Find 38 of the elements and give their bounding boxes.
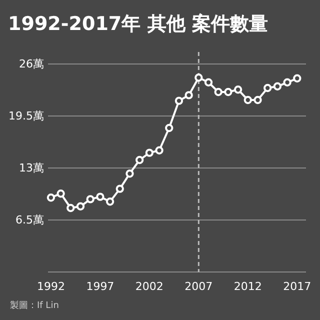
y-tick-label: 26萬 [19,58,44,71]
point [155,146,164,154]
point [283,78,292,86]
y-tick-label: 6.5萬 [16,214,44,227]
x-tick-label: 2002 [135,280,164,293]
x-tick-label: 1992 [36,280,65,293]
x-tick-label: 2017 [283,280,312,293]
text: 製圖：If Lin [10,300,59,311]
point [145,148,154,157]
point [244,96,252,104]
point [116,184,124,193]
point [76,202,85,210]
chart-title: 1992-2017年 其他 案件數量 [8,13,268,35]
x-tick-label: 2007 [184,280,213,293]
point [194,74,203,82]
point [66,204,75,212]
x-tick-label: 1997 [86,280,114,293]
point [56,190,65,198]
point [273,82,282,90]
point [204,78,213,86]
point [234,86,242,94]
point [224,88,232,96]
point [135,156,144,164]
point [46,194,56,202]
point [264,84,272,92]
x-tick-label: 2012 [234,280,262,293]
point [96,192,104,201]
point [214,88,222,96]
point [126,170,134,178]
point [86,195,94,204]
point [254,96,262,104]
point [165,124,174,132]
y-tick-label: 19.5萬 [8,110,44,123]
point [106,198,114,206]
point [184,91,193,100]
point [174,96,184,105]
point [293,74,302,82]
y-tick-label: 13萬 [19,162,44,175]
